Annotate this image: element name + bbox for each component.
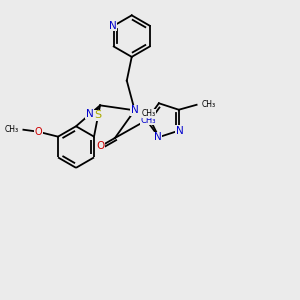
- Text: S: S: [94, 110, 101, 120]
- Text: N: N: [176, 126, 184, 136]
- Text: CH₃: CH₃: [4, 125, 19, 134]
- Text: N: N: [131, 105, 139, 115]
- Text: CH₃: CH₃: [142, 109, 156, 118]
- Text: N: N: [86, 109, 94, 118]
- Text: CH₃: CH₃: [140, 116, 156, 125]
- Text: N: N: [154, 132, 162, 142]
- Text: N: N: [109, 21, 117, 31]
- Text: O: O: [34, 127, 42, 137]
- Text: O: O: [96, 141, 104, 151]
- Text: CH₃: CH₃: [202, 100, 216, 109]
